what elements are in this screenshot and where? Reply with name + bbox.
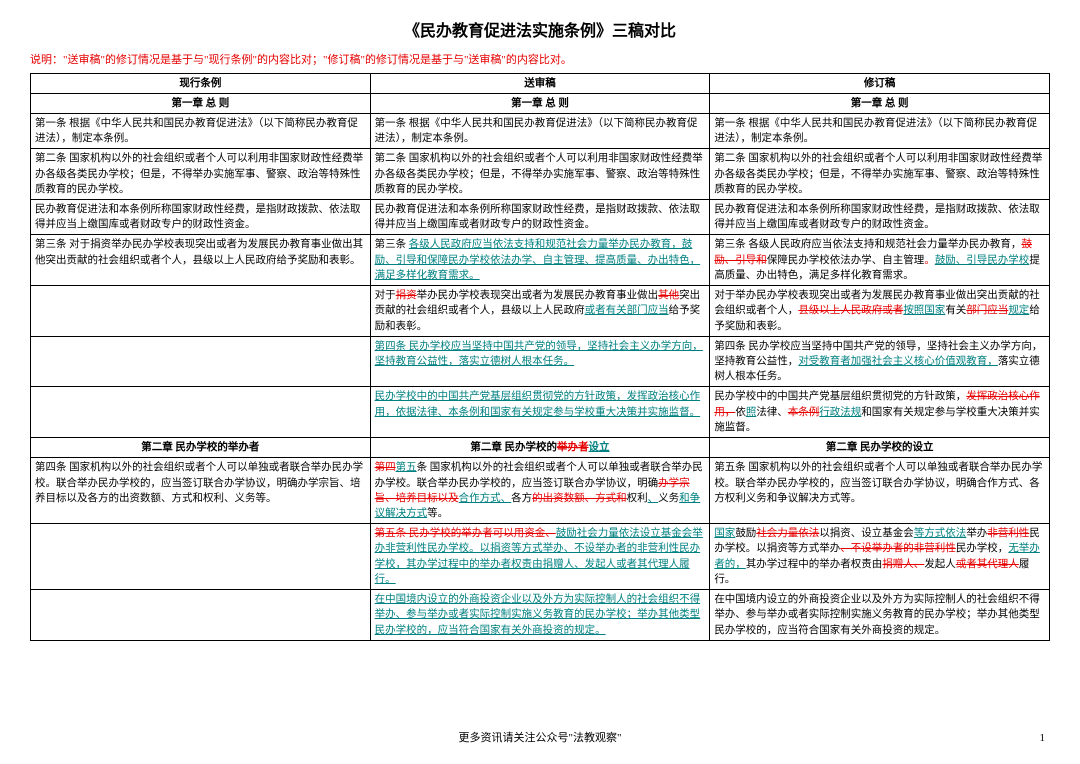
cell: 民办学校中的中国共产党基层组织贯彻党的方针政策，发挥政治核心作用，依据法律、本条…	[370, 387, 710, 438]
chapter-cell: 第二章 民办学校的设立	[710, 438, 1050, 458]
col-header-1: 现行条例	[31, 73, 371, 93]
cell: 在中国境内设立的外商投资企业以及外方为实际控制人的社会组织不得举办、参与举办或者…	[710, 590, 1050, 641]
cell: 第三条 各级人民政府应当依法支持和规范社会力量举办民办教育，鼓励、引导和保障民办…	[710, 235, 1050, 286]
table-row: 第四条 国家机构以外的社会组织或者个人可以单独或者联合举办民办学校。联合举办民办…	[31, 458, 1050, 524]
cell: 第二条 国家机构以外的社会组织或者个人可以利用非国家财政性经费举办各级各类民办学…	[370, 149, 710, 200]
cell: 第四第五条 国家机构以外的社会组织或者个人可以单独或者联合举办民办学校。联合举办…	[370, 458, 710, 524]
cell	[31, 336, 371, 387]
footer-text: 更多资讯请关注公众号"法教观察"	[30, 730, 1050, 747]
cell: 对于举办民办学校表现突出或者为发展民办教育事业做出突出贡献的社会组织或者个人，县…	[710, 286, 1050, 337]
col-header-2: 送审稿	[370, 73, 710, 93]
cell: 第四条 国家机构以外的社会组织或者个人可以单独或者联合举办民办学校。联合举办民办…	[31, 458, 371, 524]
chapter-row: 第二章 民办学校的举办者 第二章 民办学校的举办者设立 第二章 民办学校的设立	[31, 438, 1050, 458]
cell	[31, 590, 371, 641]
cell: 第一条 根据《中华人民共和国民办教育促进法》（以下简称民办教育促进法），制定本条…	[370, 113, 710, 148]
table-row: 第二条 国家机构以外的社会组织或者个人可以利用非国家财政性经费举办各级各类民办学…	[31, 149, 1050, 200]
chapter-cell: 第一章 总 则	[31, 93, 371, 113]
cell	[31, 387, 371, 438]
cell: 民办教育促进法和本条例所称国家财政性经费，是指财政拨款、依法取得并应当上缴国库或…	[710, 200, 1050, 235]
cell	[31, 286, 371, 337]
chapter-cell: 第二章 民办学校的举办者	[31, 438, 371, 458]
table-row: 民办学校中的中国共产党基层组织贯彻党的方针政策，发挥政治核心作用，依据法律、本条…	[31, 387, 1050, 438]
cell: 第一条 根据《中华人民共和国民办教育促进法》（以下简称民办教育促进法），制定本条…	[710, 113, 1050, 148]
cell: 第四条 民办学校应当坚持中国共产党的领导，坚持社会主义办学方向，坚持教育公益性，…	[370, 336, 710, 387]
cell: 国家鼓励社会力量依法以捐资、设立基金会等方式依法举办非营利性民办学校。以捐资等方…	[710, 524, 1050, 590]
table-row: 对于捐资举办民办学校表现突出或者为发展民办教育事业做出其他突出贡献的社会组织或者…	[31, 286, 1050, 337]
cell: 对于捐资举办民办学校表现突出或者为发展民办教育事业做出其他突出贡献的社会组织或者…	[370, 286, 710, 337]
page-number: 1	[1040, 730, 1046, 747]
explanation-note: 说明："送审稿"的修订情况是基于与"现行条例"的内容比对；"修订稿"的修订情况是…	[30, 52, 1050, 69]
table-row: 第四条 民办学校应当坚持中国共产党的领导，坚持社会主义办学方向，坚持教育公益性，…	[31, 336, 1050, 387]
chapter-row: 第一章 总 则 第一章 总 则 第一章 总 则	[31, 93, 1050, 113]
comparison-table: 现行条例 送审稿 修订稿 第一章 总 则 第一章 总 则 第一章 总 则 第一条…	[30, 73, 1050, 641]
cell: 第四条 民办学校应当坚持中国共产党的领导，坚持社会主义办学方向，坚持教育公益性，…	[710, 336, 1050, 387]
chapter-cell: 第二章 民办学校的举办者设立	[370, 438, 710, 458]
document-title: 《民办教育促进法实施条例》三稿对比	[30, 20, 1050, 44]
cell: 第五条 民办学校的举办者可以用资金、鼓励社会力量依法设立基金会举办非营利性民办学…	[370, 524, 710, 590]
cell: 第二条 国家机构以外的社会组织或者个人可以利用非国家财政性经费举办各级各类民办学…	[710, 149, 1050, 200]
table-row: 第一条 根据《中华人民共和国民办教育促进法》（以下简称民办教育促进法），制定本条…	[31, 113, 1050, 148]
cell: 民办教育促进法和本条例所称国家财政性经费，是指财政拨款、依法取得并应当上缴国库或…	[31, 200, 371, 235]
cell: 第三条 对于捐资举办民办学校表现突出或者为发展民办教育事业做出其他突出贡献的社会…	[31, 235, 371, 286]
table-row: 在中国境内设立的外商投资企业以及外方为实际控制人的社会组织不得举办、参与举办或者…	[31, 590, 1050, 641]
table-row: 民办教育促进法和本条例所称国家财政性经费，是指财政拨款、依法取得并应当上缴国库或…	[31, 200, 1050, 235]
cell: 第二条 国家机构以外的社会组织或者个人可以利用非国家财政性经费举办各级各类民办学…	[31, 149, 371, 200]
chapter-cell: 第一章 总 则	[710, 93, 1050, 113]
chapter-cell: 第一章 总 则	[370, 93, 710, 113]
table-row: 第五条 民办学校的举办者可以用资金、鼓励社会力量依法设立基金会举办非营利性民办学…	[31, 524, 1050, 590]
header-row: 现行条例 送审稿 修订稿	[31, 73, 1050, 93]
cell: 第三条 各级人民政府应当依法支持和规范社会力量举办民办教育，鼓励、引导和保障民办…	[370, 235, 710, 286]
cell: 第一条 根据《中华人民共和国民办教育促进法》（以下简称民办教育促进法），制定本条…	[31, 113, 371, 148]
table-row: 第三条 对于捐资举办民办学校表现突出或者为发展民办教育事业做出其他突出贡献的社会…	[31, 235, 1050, 286]
cell: 民办学校中的中国共产党基层组织贯彻党的方针政策，发挥政治核心作用，依照法律、本条…	[710, 387, 1050, 438]
col-header-3: 修订稿	[710, 73, 1050, 93]
cell	[31, 524, 371, 590]
cell: 民办教育促进法和本条例所称国家财政性经费，是指财政拨款、依法取得并应当上缴国库或…	[370, 200, 710, 235]
cell: 在中国境内设立的外商投资企业以及外方为实际控制人的社会组织不得举办、参与举办或者…	[370, 590, 710, 641]
cell: 第五条 国家机构以外的社会组织或者个人可以单独或者联合举办民办学校。联合举办民办…	[710, 458, 1050, 524]
